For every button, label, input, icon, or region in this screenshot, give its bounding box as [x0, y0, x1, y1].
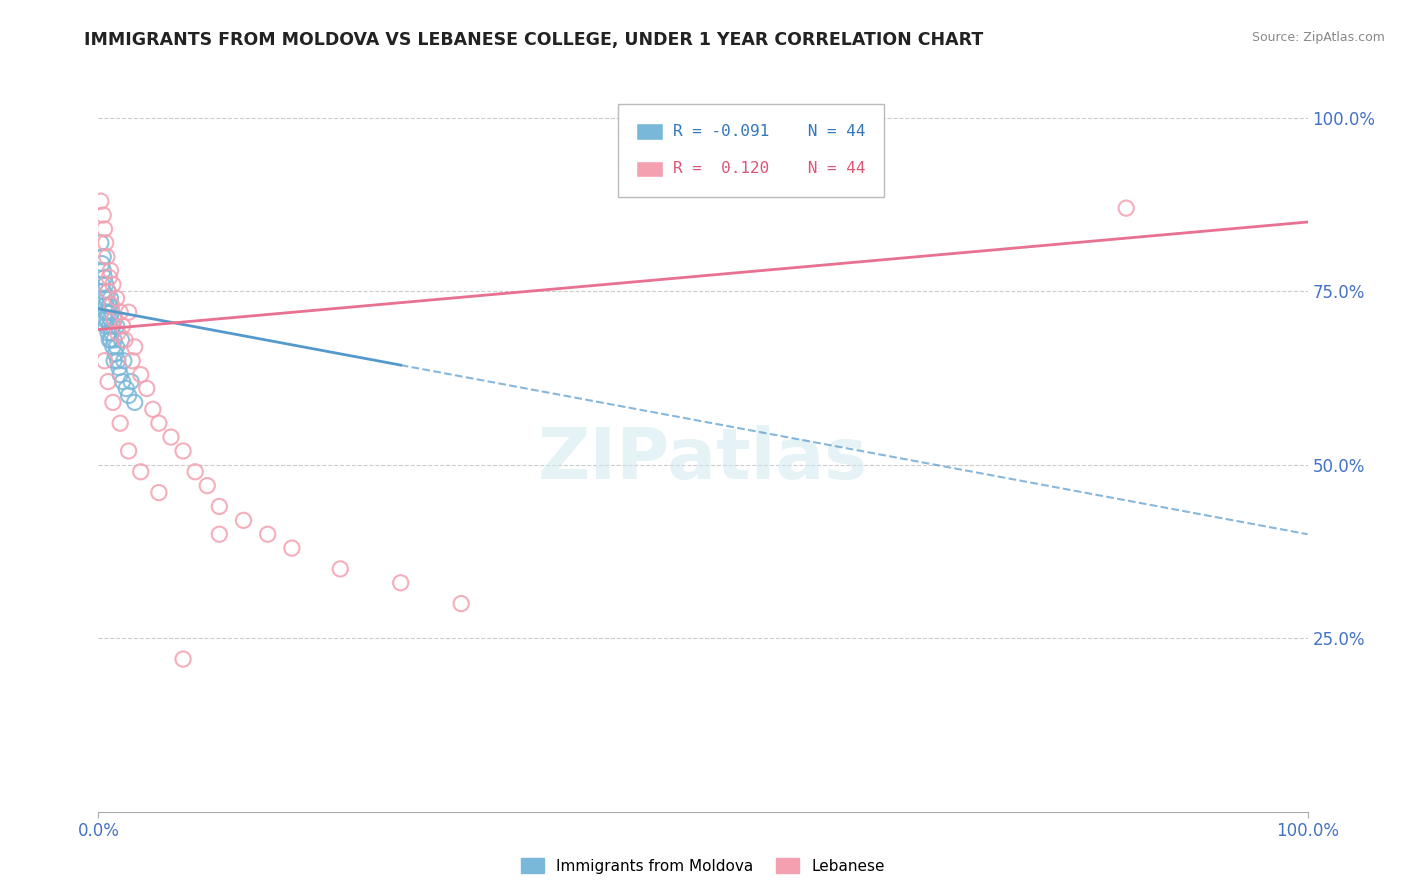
Point: [160, 430, 183, 444]
Point: [118, 305, 141, 319]
Point: [98, 298, 121, 312]
Point: [389, 575, 412, 590]
Point: [96, 291, 118, 305]
Point: [120, 375, 142, 389]
Point: [91, 208, 114, 222]
Point: [142, 402, 165, 417]
Point: [115, 382, 138, 396]
Point: [97, 285, 120, 299]
Point: [101, 395, 124, 409]
Point: [100, 312, 122, 326]
Point: [97, 285, 120, 299]
Point: [195, 478, 218, 492]
Point: [107, 326, 129, 340]
Point: [108, 416, 131, 430]
FancyBboxPatch shape: [637, 123, 664, 140]
Point: [112, 353, 135, 368]
Point: [103, 353, 125, 368]
Point: [329, 562, 352, 576]
Point: [114, 333, 136, 347]
Point: [105, 340, 128, 354]
Point: [91, 277, 114, 292]
Text: Source: ZipAtlas.com: Source: ZipAtlas.com: [1251, 31, 1385, 45]
Point: [281, 541, 304, 555]
Point: [94, 319, 117, 334]
Point: [104, 347, 127, 361]
Point: [129, 465, 152, 479]
Point: [124, 395, 146, 409]
Point: [91, 257, 114, 271]
Point: [103, 312, 125, 326]
Point: [96, 312, 118, 326]
Point: [96, 250, 118, 264]
Legend: Immigrants from Moldova, Lebanese: Immigrants from Moldova, Lebanese: [515, 852, 891, 880]
Point: [107, 353, 129, 368]
Point: [129, 368, 152, 382]
FancyBboxPatch shape: [637, 161, 664, 178]
Point: [103, 312, 125, 326]
Point: [90, 194, 112, 209]
Point: [172, 652, 194, 666]
Point: [135, 382, 157, 396]
Point: [100, 263, 122, 277]
Point: [118, 444, 141, 458]
Point: [148, 485, 170, 500]
Point: [94, 305, 117, 319]
Point: [101, 340, 124, 354]
Point: [232, 513, 254, 527]
Point: [108, 368, 131, 382]
Point: [100, 298, 122, 312]
Point: [208, 500, 231, 514]
Point: [98, 319, 121, 334]
Text: R =  0.120    N = 44: R = 0.120 N = 44: [672, 161, 865, 177]
Point: [97, 375, 120, 389]
Point: [100, 305, 122, 319]
Point: [101, 319, 124, 334]
Point: [108, 305, 131, 319]
Point: [118, 388, 141, 402]
Text: ZIPatlas: ZIPatlas: [538, 425, 868, 494]
Point: [94, 298, 117, 312]
Point: [101, 277, 124, 292]
Point: [110, 333, 132, 347]
Point: [105, 291, 128, 305]
Point: [105, 319, 128, 334]
Point: [98, 270, 121, 285]
Point: [172, 444, 194, 458]
Point: [111, 375, 134, 389]
Text: IMMIGRANTS FROM MOLDOVA VS LEBANESE COLLEGE, UNDER 1 YEAR CORRELATION CHART: IMMIGRANTS FROM MOLDOVA VS LEBANESE COLL…: [84, 31, 984, 49]
Point: [124, 340, 146, 354]
Point: [94, 277, 117, 292]
Point: [100, 326, 122, 340]
Point: [103, 333, 125, 347]
Point: [184, 465, 207, 479]
Point: [93, 353, 115, 368]
Point: [93, 222, 115, 236]
Point: [94, 235, 117, 250]
Point: [97, 305, 120, 319]
Point: [93, 291, 115, 305]
Point: [90, 235, 112, 250]
Point: [108, 360, 131, 375]
Text: R = -0.091    N = 44: R = -0.091 N = 44: [672, 124, 865, 139]
Point: [111, 319, 134, 334]
Point: [256, 527, 278, 541]
Point: [91, 250, 114, 264]
Point: [121, 353, 143, 368]
Point: [91, 263, 114, 277]
Point: [100, 291, 122, 305]
Point: [93, 270, 115, 285]
Point: [100, 333, 122, 347]
Point: [208, 527, 231, 541]
FancyBboxPatch shape: [619, 103, 884, 197]
Point: [148, 416, 170, 430]
Point: [91, 285, 114, 299]
Point: [97, 326, 120, 340]
Point: [93, 312, 115, 326]
Point: [98, 333, 121, 347]
Point: [450, 597, 472, 611]
Point: [1115, 201, 1137, 215]
